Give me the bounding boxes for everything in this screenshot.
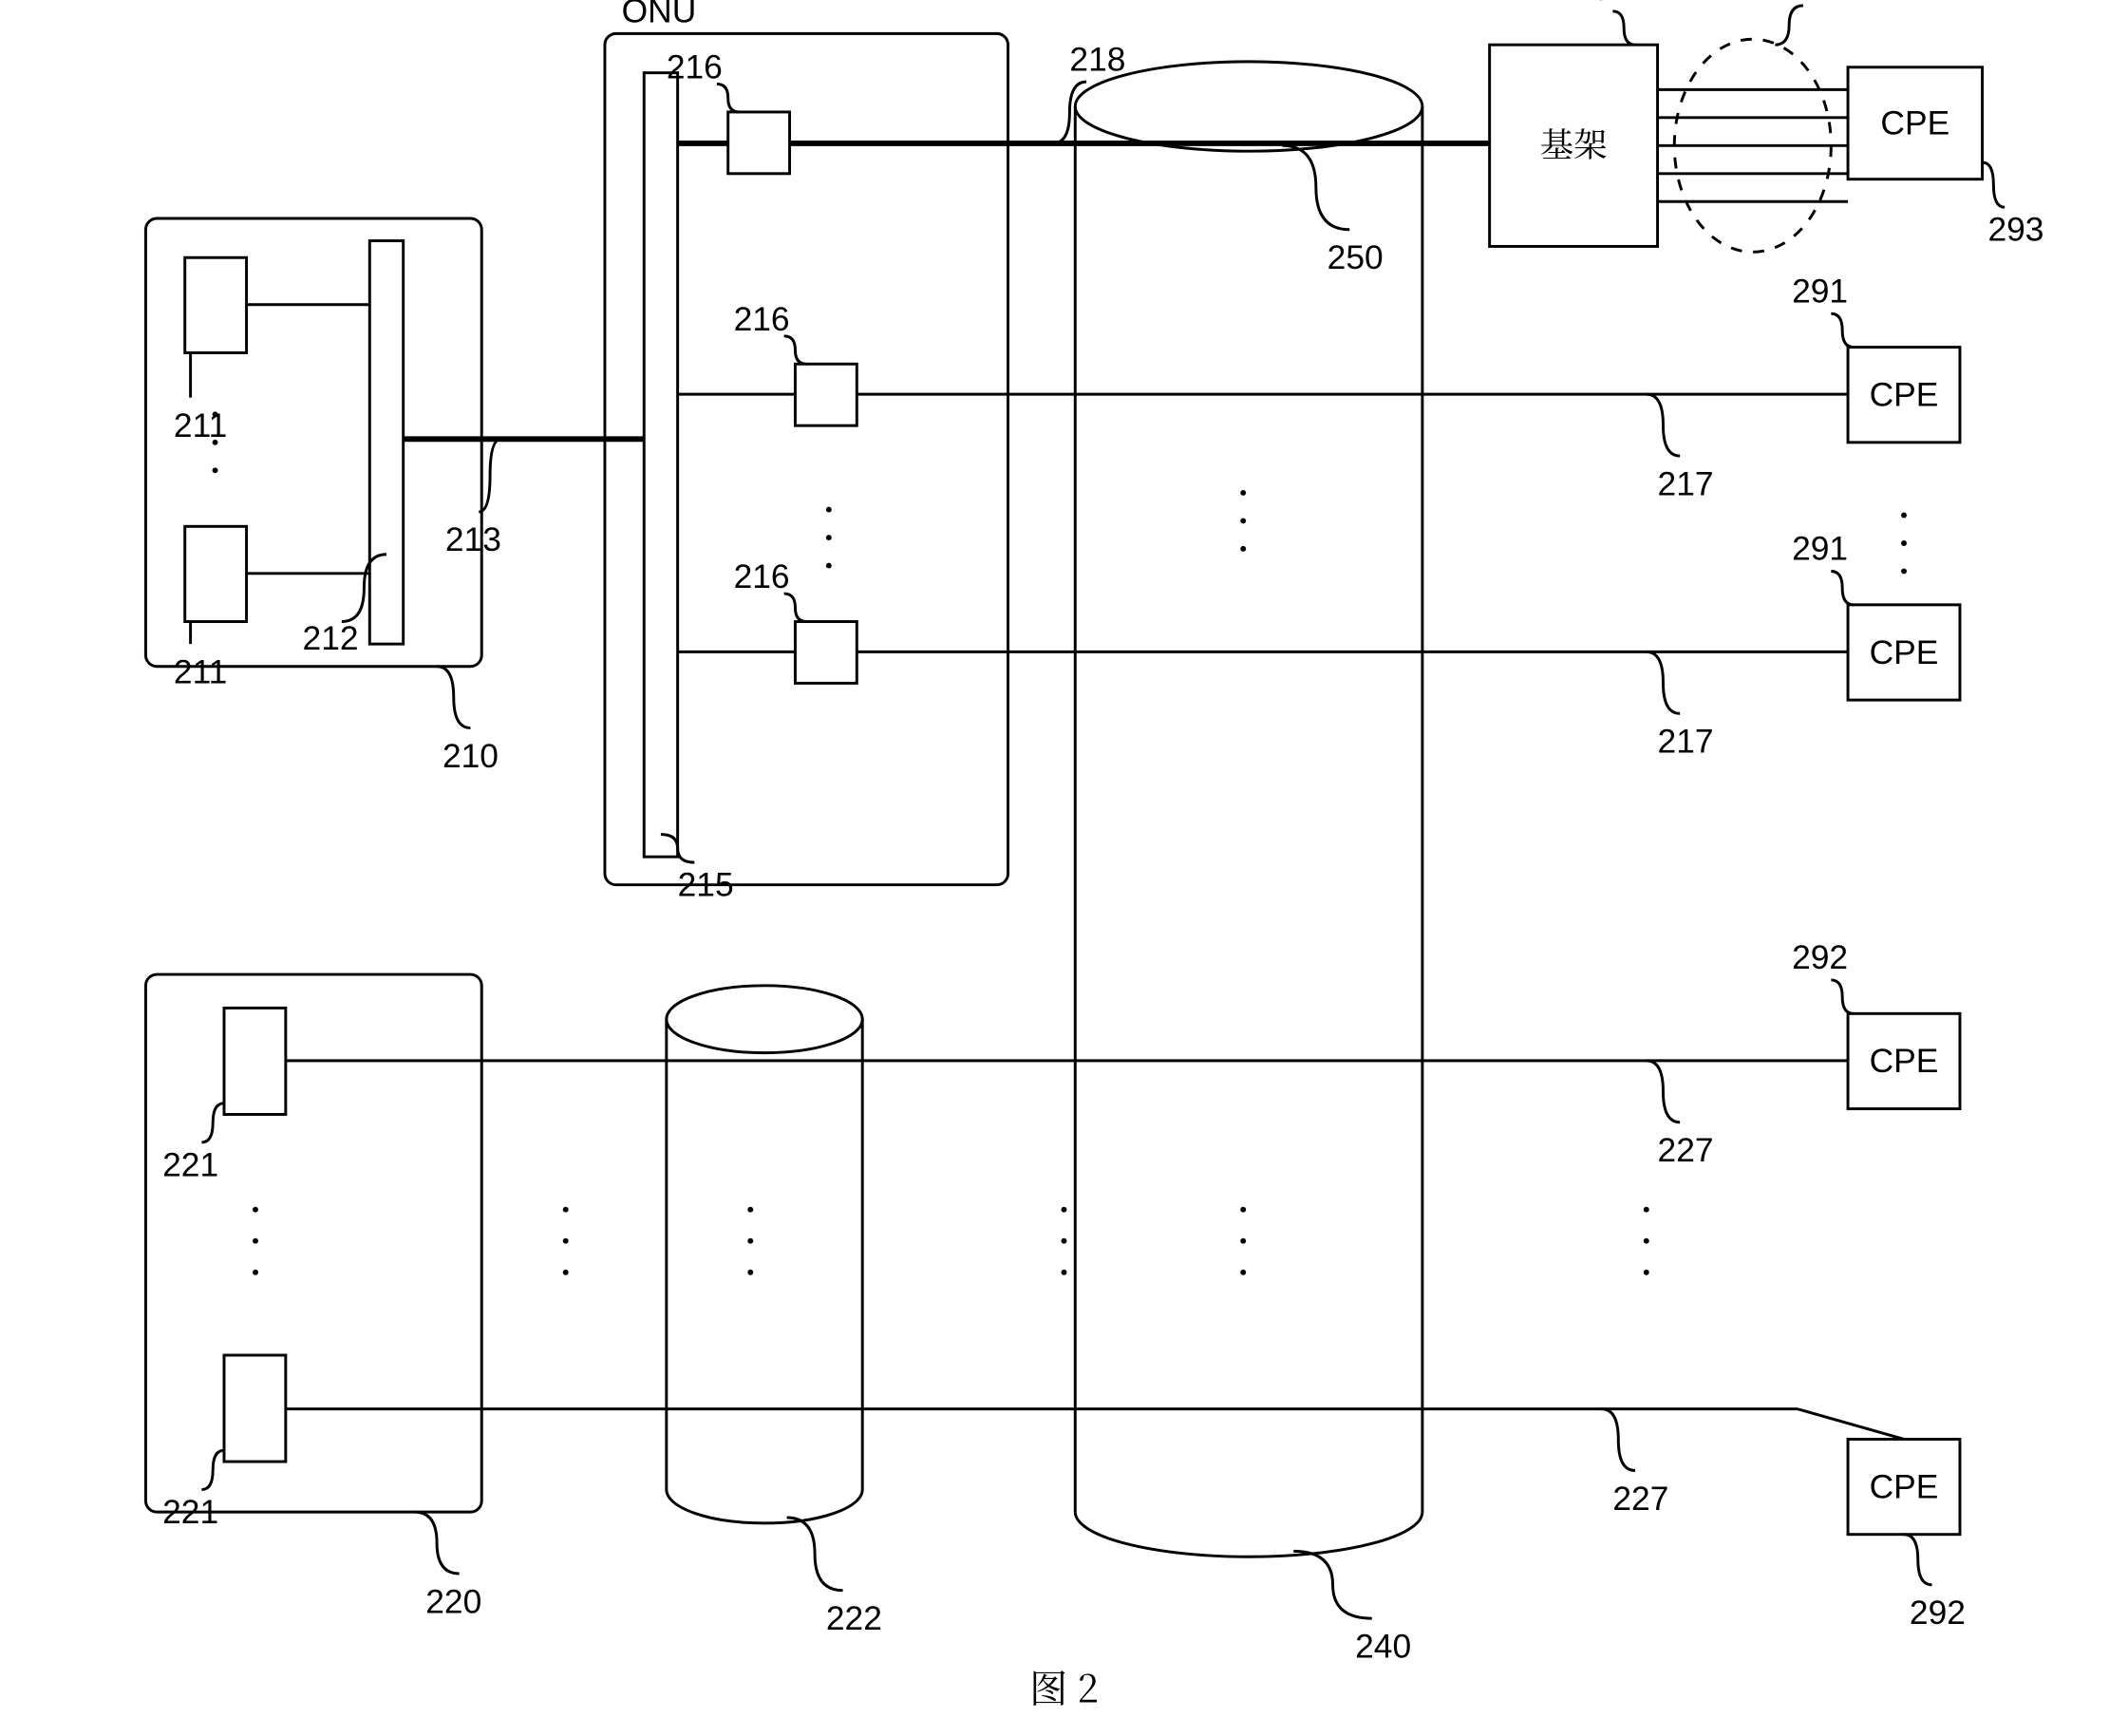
ref-220: 220 — [425, 1583, 481, 1620]
onu-port — [728, 112, 790, 174]
onu-port — [795, 622, 857, 684]
cpe-label-1: CPE — [1870, 377, 1939, 414]
cpe-label-3: CPE — [1870, 1043, 1939, 1080]
ref-293-0: 293 — [1987, 212, 2043, 249]
co-linecard — [185, 526, 247, 621]
onu-backbone — [644, 73, 677, 858]
dslam-block — [145, 974, 481, 1512]
ref-292-4: 292 — [1910, 1594, 1966, 1632]
ref-222: 222 — [826, 1600, 882, 1637]
pedestal-label: 基架 — [1540, 119, 1608, 167]
ref-260: 260 — [1780, 0, 1836, 2]
cpe-label-4: CPE — [1870, 1468, 1939, 1505]
ref-218: 218 — [1069, 41, 1125, 78]
ref-216-1: 216 — [734, 301, 790, 338]
outer-cylinder-bottom — [1075, 1512, 1422, 1557]
ref-292-3: 292 — [1792, 939, 1848, 976]
ref-211-b: 211 — [174, 653, 227, 690]
ref-251: 251 — [1573, 0, 1629, 8]
dslam-card — [224, 1355, 286, 1462]
ref-215: 215 — [678, 866, 734, 903]
ref-217-1: 217 — [1658, 465, 1714, 502]
dslam-card — [224, 1008, 286, 1114]
outer-cylinder-top — [1075, 62, 1422, 151]
ref-221-1: 221 — [162, 1494, 218, 1531]
inner-cylinder-top — [667, 986, 862, 1053]
ref-217-2: 217 — [1658, 724, 1714, 761]
ref-216-2: 216 — [734, 558, 790, 595]
cpe-label-0: CPE — [1880, 105, 1949, 142]
ref-227-4: 227 — [1612, 1481, 1668, 1518]
ref-221-0: 221 — [162, 1146, 218, 1183]
co-linecard — [185, 257, 247, 352]
ref-250: 250 — [1328, 239, 1384, 276]
ref-210: 210 — [443, 738, 499, 775]
ref-240: 240 — [1355, 1628, 1411, 1665]
ref-211-a: 211 — [174, 407, 227, 444]
co-backbone — [369, 241, 403, 645]
ref-227-3: 227 — [1658, 1132, 1714, 1169]
ref-291-2: 291 — [1792, 531, 1848, 568]
ref-216-0: 216 — [667, 49, 723, 86]
ref-212: 212 — [303, 620, 359, 657]
ref-291-1: 291 — [1792, 273, 1848, 310]
cpe-label-2: CPE — [1870, 634, 1939, 671]
onu-port — [795, 364, 857, 425]
ref-213: 213 — [445, 521, 501, 558]
figure-diagram: 250 240 222 211 211 212 210 ONU 216 216 216 215 218 2… — [0, 0, 2128, 1736]
onu-title: ONU — [622, 0, 697, 30]
figure-caption: 图 2 — [1029, 1660, 1099, 1714]
